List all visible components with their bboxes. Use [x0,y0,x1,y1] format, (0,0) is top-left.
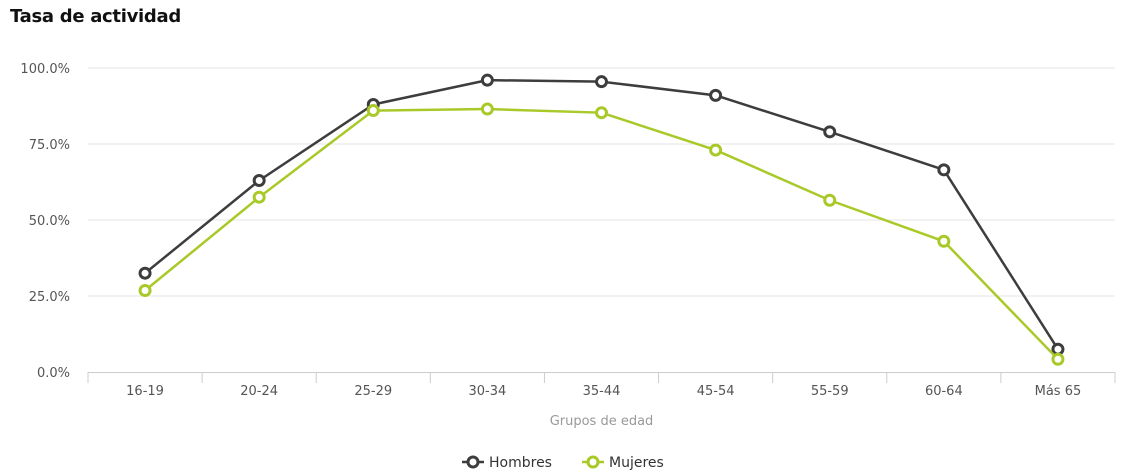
legend-marker [586,455,600,469]
data-point[interactable] [480,102,494,116]
legend: Hombres Mujeres [462,455,664,471]
x-axis: 16-19 20-24 25-29 30-34 35-44 45-54 55-59 60-64… [87,372,1116,399]
data-point[interactable] [480,73,494,87]
data-point[interactable] [709,143,723,157]
data-point[interactable] [823,125,837,139]
data-point[interactable] [937,234,951,248]
x-tick-label: 16-19 [126,384,164,399]
grid-lines [88,67,1115,297]
x-tick-label: 45-54 [697,384,735,399]
legend-item-mujeres[interactable]: Mujeres [582,455,664,471]
data-point[interactable] [1051,342,1065,356]
series-group [138,73,1065,366]
legend-marker [466,455,480,469]
chart-title: Tasa de actividad [10,6,181,27]
data-point[interactable] [138,284,152,298]
data-point[interactable] [1051,352,1065,366]
x-tick-label: Más 65 [1035,384,1082,399]
y-tick-label: 75.0% [29,138,70,153]
x-axis-title: Grupos de edad [550,414,654,429]
data-point[interactable] [709,88,723,102]
y-axis-ticks: 0.0% 25.0% 50.0% 75.0% 100.0% [20,62,70,381]
y-tick-label: 0.0% [37,366,70,381]
series-line [144,107,1059,361]
data-point[interactable] [252,190,266,204]
x-tick-label: 25-29 [354,384,392,399]
data-point[interactable] [595,106,608,120]
series-hombres [138,73,1065,356]
x-tick-label: 30-34 [468,384,506,399]
x-tick-label: 20-24 [240,384,278,399]
y-tick-label: 25.0% [29,290,70,305]
y-tick-label: 100.0% [20,62,70,77]
series-mujeres [138,102,1065,366]
data-point[interactable] [823,193,837,207]
series-line [144,78,1059,350]
x-tick-label: 60-64 [925,384,963,399]
legend-item-hombres[interactable]: Hombres [462,455,552,471]
data-point[interactable] [595,75,608,89]
data-point[interactable] [252,173,266,187]
data-point[interactable] [937,163,951,177]
x-tick-label: 35-44 [583,384,621,399]
x-tick-label: 55-59 [811,384,849,399]
data-point[interactable] [366,104,380,118]
legend-label: Hombres [489,455,552,471]
y-tick-label: 50.0% [29,214,70,229]
data-point[interactable] [138,266,152,280]
legend-label: Mujeres [609,455,664,471]
